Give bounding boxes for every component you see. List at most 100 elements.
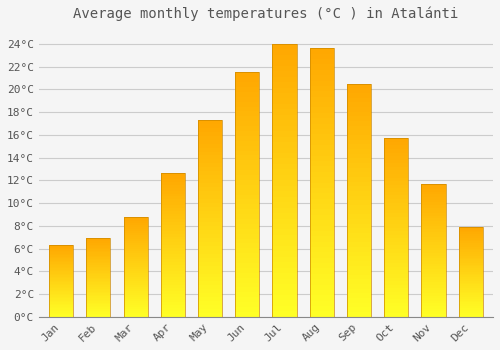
Bar [347,182,371,186]
Bar [347,84,371,88]
Bar [272,246,296,251]
Bar [160,199,185,202]
Bar [384,153,408,156]
Bar [384,295,408,299]
Bar [384,177,408,181]
Bar [86,251,110,252]
Bar [272,191,296,197]
Bar [272,284,296,289]
Bar [86,315,110,317]
Bar [347,238,371,242]
Bar [458,258,483,259]
Bar [310,193,334,199]
Bar [49,294,73,295]
Bar [160,251,185,254]
Bar [272,44,296,49]
Bar [384,313,408,317]
Bar [198,120,222,124]
Bar [272,115,296,120]
Bar [272,175,296,180]
Bar [86,240,110,242]
Bar [198,226,222,230]
Bar [86,303,110,304]
Bar [235,185,260,190]
Bar [422,288,446,290]
Bar [124,271,148,273]
Bar [198,273,222,278]
Bar [235,116,260,121]
Bar [310,48,334,54]
Bar [235,111,260,116]
Bar [347,242,371,247]
Bar [86,278,110,279]
Bar [124,257,148,259]
Bar [422,213,446,216]
Bar [235,170,260,175]
Bar [347,168,371,172]
Bar [124,221,148,223]
Bar [235,92,260,97]
Bar [422,250,446,253]
Bar [198,313,222,317]
Bar [160,308,185,311]
Bar [198,222,222,226]
Bar [422,264,446,266]
Bar [124,245,148,247]
Bar [422,314,446,317]
Bar [347,140,371,144]
Bar [310,285,334,290]
Bar [160,225,185,228]
Bar [160,285,185,288]
Bar [160,234,185,237]
Bar [160,202,185,205]
Bar [458,295,483,297]
Bar [384,160,408,163]
Bar [160,242,185,245]
Bar [272,153,296,159]
Bar [272,230,296,235]
Bar [198,246,222,250]
Bar [198,301,222,305]
Bar [49,258,73,259]
Bar [198,148,222,152]
Bar [235,165,260,170]
Bar [49,274,73,275]
Bar [347,93,371,98]
Bar [235,180,260,185]
Bar [86,298,110,300]
Bar [458,250,483,252]
Bar [422,184,446,187]
Bar [422,309,446,312]
Bar [49,285,73,287]
Bar [422,202,446,205]
Bar [347,107,371,112]
Bar [235,102,260,106]
Bar [272,148,296,153]
Bar [124,261,148,263]
Bar [198,152,222,155]
Bar [49,277,73,278]
Bar [384,292,408,295]
Bar [198,309,222,313]
Bar [272,306,296,312]
Bar [384,256,408,260]
Bar [124,217,148,219]
Bar [86,238,110,240]
Bar [272,295,296,300]
Bar [272,98,296,104]
Bar [160,205,185,208]
Bar [124,283,148,285]
Bar [198,132,222,136]
Bar [422,303,446,306]
Bar [49,255,73,257]
Bar [198,163,222,167]
Bar [124,253,148,255]
Bar [124,263,148,265]
Bar [310,268,334,274]
Bar [235,82,260,87]
Bar [86,290,110,292]
Bar [458,229,483,231]
Bar [198,258,222,262]
Bar [458,286,483,288]
Bar [198,179,222,183]
